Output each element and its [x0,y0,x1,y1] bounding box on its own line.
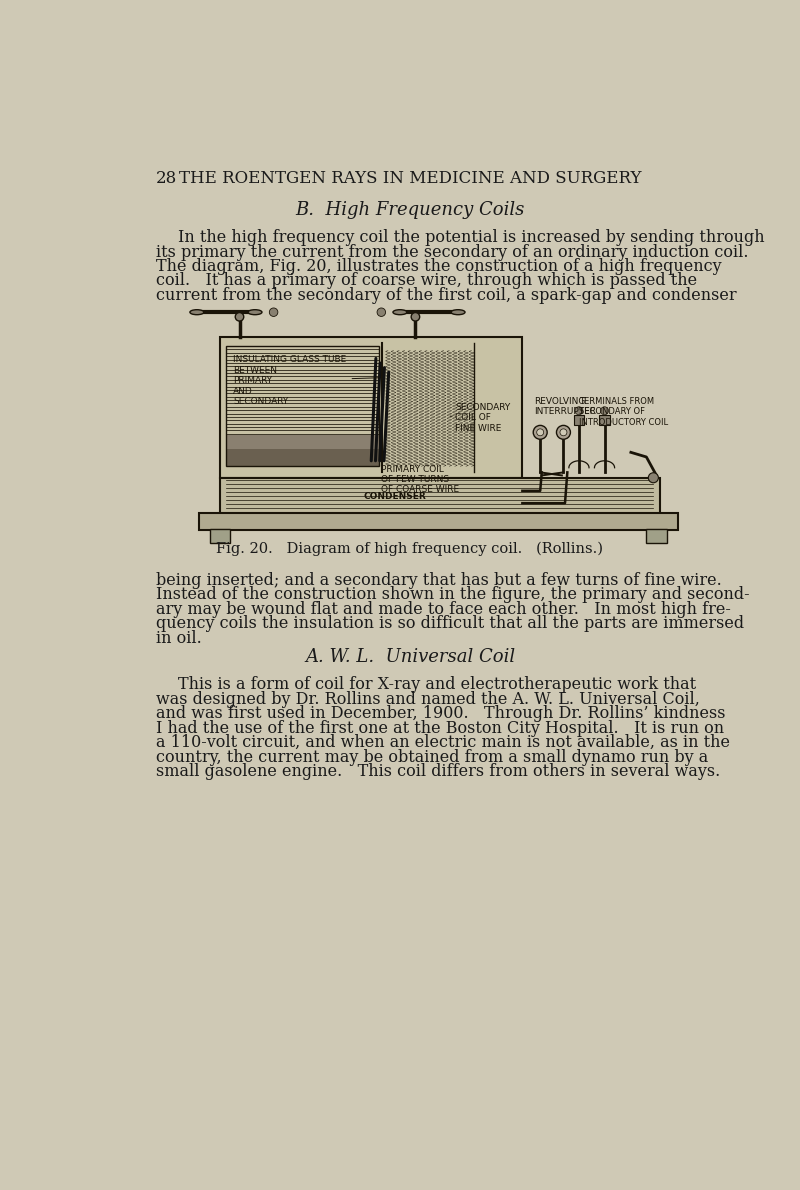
Bar [220,477,659,514]
Text: coil.   It has a primary of coarse wire, through which is passed the: coil. It has a primary of coarse wire, t… [156,273,697,289]
Text: PRIMARY COIL
OF FEW TURNS
OF COARSE WIRE: PRIMARY COIL OF FEW TURNS OF COARSE WIRE [381,464,458,495]
Bar [226,346,379,466]
Text: small gasolene engine.   This coil differs from others in several ways.: small gasolene engine. This coil differs… [156,763,720,781]
Ellipse shape [190,309,204,314]
Text: being inserted; and a secondary that has but a few turns of fine wire.: being inserted; and a secondary that has… [156,571,722,589]
Text: I had the use of the first one at the Boston City Hospital.   It is run on: I had the use of the first one at the Bo… [156,720,724,737]
Text: THE ROENTGEN RAYS IN MEDICINE AND SURGERY: THE ROENTGEN RAYS IN MEDICINE AND SURGER… [178,170,642,187]
Circle shape [235,313,244,321]
Text: Instead of the construction shown in the figure, the primary and second-: Instead of the construction shown in the… [156,587,750,603]
Bar [226,450,379,466]
Bar [574,415,584,425]
Text: ary may be wound flat and made to face each other.   In most high fre-: ary may be wound flat and made to face e… [156,601,730,618]
Text: CONDENSER: CONDENSER [363,491,426,501]
Text: in oil.: in oil. [156,630,202,646]
Text: B.  High Frequency Coils: B. High Frequency Coils [295,201,525,219]
Bar [599,415,610,425]
Text: and was first used in December, 1900.   Through Dr. Rollins’ kindness: and was first used in December, 1900. Th… [156,706,726,722]
Text: country, the current may be obtained from a small dynamo run by a: country, the current may be obtained fro… [156,749,708,766]
Circle shape [648,472,658,483]
Circle shape [377,308,386,317]
Bar [226,436,379,450]
Circle shape [601,407,609,415]
Text: was designed by Dr. Rollins and named the A. W. L. Universal Coil,: was designed by Dr. Rollins and named th… [156,691,700,708]
Circle shape [537,428,544,436]
Circle shape [270,308,278,317]
Bar [210,530,230,543]
Text: The diagram, Fig. 20, illustrates the construction of a high frequency: The diagram, Fig. 20, illustrates the co… [156,258,722,275]
Circle shape [560,428,567,436]
Text: A. W. L.  Universal Coil: A. W. L. Universal Coil [305,647,515,666]
Text: Fig. 20.   Diagram of high frequency coil.   (Rollins.): Fig. 20. Diagram of high frequency coil.… [217,541,603,556]
Bar [646,530,666,543]
Text: SECONDARY
COIL OF
FINE WIRE: SECONDARY COIL OF FINE WIRE [450,403,510,433]
Ellipse shape [393,309,407,314]
Text: current from the secondary of the first coil, a spark-gap and condenser: current from the secondary of the first … [156,287,737,303]
Circle shape [575,407,583,415]
Circle shape [534,425,547,439]
Text: 28: 28 [156,170,177,187]
Bar [199,513,678,530]
Text: INSULATING GLASS TUBE
BETWEEN
PRIMARY
AND
SECONDARY: INSULATING GLASS TUBE BETWEEN PRIMARY AN… [234,356,379,406]
Circle shape [411,313,420,321]
Text: In the high frequency coil the potential is increased by sending through: In the high frequency coil the potential… [178,228,764,246]
Ellipse shape [248,309,262,314]
Text: This is a form of coil for X-ray and electrotherapeutic work that: This is a form of coil for X-ray and ele… [178,676,696,694]
Text: its primary the current from the secondary of an ordinary induction coil.: its primary the current from the seconda… [156,244,748,261]
Circle shape [557,425,570,439]
Text: TERMINALS FROM
SECONDARY OF
INTRODUCTORY COIL: TERMINALS FROM SECONDARY OF INTRODUCTORY… [579,397,668,427]
Text: quency coils the insulation is so difficult that all the parts are immersed: quency coils the insulation is so diffic… [156,615,744,632]
Bar [220,337,522,477]
Text: REVOLVING
INTERRUPTER: REVOLVING INTERRUPTER [534,397,596,416]
Ellipse shape [451,309,465,314]
Text: a 110-volt circuit, and when an electric main is not available, as in the: a 110-volt circuit, and when an electric… [156,734,730,751]
